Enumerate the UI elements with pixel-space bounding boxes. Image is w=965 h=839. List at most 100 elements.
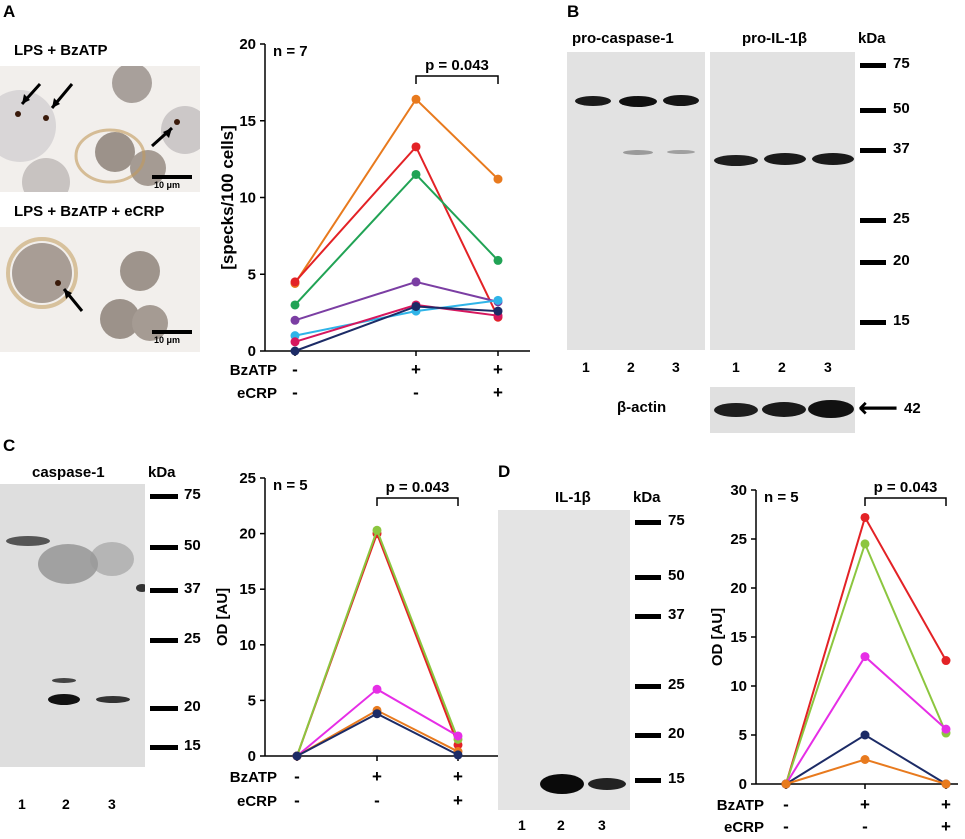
series-line-2 xyxy=(294,145,499,318)
band-lane-2 xyxy=(762,402,806,417)
data-point xyxy=(453,750,463,760)
p-value-label: p = 0.043 xyxy=(874,479,938,496)
marker-37 xyxy=(635,614,661,619)
marker-label-15: 15 xyxy=(893,312,910,329)
actin-arrow-icon: ⟵ xyxy=(858,392,899,423)
lane-b2-1: 1 xyxy=(732,359,740,375)
data-point xyxy=(860,755,870,764)
data-point xyxy=(411,277,421,287)
data-point xyxy=(860,730,870,740)
significance-bracket xyxy=(415,75,499,84)
data-point xyxy=(493,255,503,265)
condition-sign: - xyxy=(294,791,300,810)
y-tick-label: 15 xyxy=(239,581,256,598)
data-point xyxy=(941,724,951,734)
smear-lane-3 xyxy=(90,542,134,576)
panel-letter-c: C xyxy=(3,436,16,455)
panel-letter-d: D xyxy=(498,462,511,481)
condition-label: eCRP xyxy=(237,793,277,810)
y-tick-label: 5 xyxy=(739,727,747,744)
marker-50 xyxy=(635,575,661,580)
marker-label-25: 25 xyxy=(893,210,910,227)
kda-label-b: kDa xyxy=(858,30,886,47)
condition-label: BzATP xyxy=(230,362,277,379)
blot-b1-title: pro-caspase-1 xyxy=(572,30,674,47)
marker-25 xyxy=(860,218,886,223)
data-point xyxy=(860,539,870,549)
data-point xyxy=(411,142,421,152)
data-point xyxy=(290,346,300,356)
blot-pro-il-1b xyxy=(710,52,855,350)
data-point xyxy=(941,779,951,789)
band-lane-3 xyxy=(96,696,130,703)
lane-c-1: 1 xyxy=(18,796,26,812)
micrograph-cells-bottom xyxy=(6,237,192,341)
blot-pro-caspase-1 xyxy=(567,52,705,350)
blot-beta-actin xyxy=(710,387,855,433)
n-label: n = 7 xyxy=(273,43,308,60)
condition-sign: + xyxy=(493,383,503,402)
series-line-3 xyxy=(294,173,499,306)
data-point xyxy=(290,277,300,287)
y-tick-label: 10 xyxy=(239,637,256,654)
marker-75 xyxy=(635,520,661,525)
marker-label-50: 50 xyxy=(668,567,685,584)
series-line-3 xyxy=(296,688,459,757)
y-tick-label: 30 xyxy=(730,482,747,499)
blot-d-title: IL-1β xyxy=(555,489,591,506)
scalebar-label-bottom: 10 μm xyxy=(154,335,181,345)
marker-25 xyxy=(635,684,661,689)
actin-kda: 42 xyxy=(904,400,921,417)
lane-c-2: 2 xyxy=(62,796,70,812)
marker-label-20: 20 xyxy=(668,725,685,742)
image-bottom-label: LPS + BzATP + eCRP xyxy=(14,203,165,220)
band-lane-3 xyxy=(588,778,626,790)
band-lane-1 xyxy=(714,155,758,166)
condition-sign: + xyxy=(372,767,382,786)
y-tick-label: 20 xyxy=(730,580,747,597)
image-top-label: LPS + BzATP xyxy=(14,42,108,59)
n-label: n = 5 xyxy=(273,477,308,494)
data-point xyxy=(860,652,870,662)
lane-b1-3: 3 xyxy=(672,359,680,375)
marker-50 xyxy=(860,108,886,113)
data-point xyxy=(292,751,302,761)
band-lane-2 xyxy=(619,96,657,107)
y-tick-label: 15 xyxy=(730,629,747,646)
data-point xyxy=(493,174,503,184)
actin-label: β-actin xyxy=(617,399,667,416)
data-point xyxy=(372,709,382,719)
smear-lane-1 xyxy=(6,536,50,546)
marker-label-75: 75 xyxy=(668,512,685,529)
panel-letter-a: A xyxy=(3,2,16,21)
marker-15 xyxy=(635,778,661,783)
blot-il-1b xyxy=(498,510,630,810)
marker-15 xyxy=(150,745,178,750)
data-point xyxy=(290,337,300,347)
chart-a-specks: 0 5 10 15 20 [specks/100 cells] n = 7 p = 0.043… xyxy=(218,36,530,402)
y-axis-label: OD [AU] xyxy=(214,588,231,646)
condition-sign: + xyxy=(941,795,951,814)
condition-sign: - xyxy=(292,360,298,379)
condition-sign: + xyxy=(453,767,463,786)
chart-d-od: 0 5 10 15 20 25 30 OD [AU] n = 5 p = 0.043 BzATP - +… xyxy=(709,479,958,836)
p-value-label: p = 0.043 xyxy=(386,479,450,496)
blot-caspase-1 xyxy=(0,484,145,767)
lane-b2-2: 2 xyxy=(778,359,786,375)
condition-sign: - xyxy=(292,383,298,402)
y-tick-label: 20 xyxy=(239,36,256,53)
marker-37 xyxy=(860,148,886,153)
condition-sign: - xyxy=(783,817,789,836)
y-axis-label: OD [AU] xyxy=(709,608,726,666)
condition-label: BzATP xyxy=(717,797,764,814)
data-point xyxy=(941,656,951,666)
y-tick-label: 5 xyxy=(248,266,256,283)
panel-letter-b: B xyxy=(567,2,580,21)
marker-label-50: 50 xyxy=(893,100,910,117)
condition-sign: + xyxy=(860,795,870,814)
band-lane-2 xyxy=(764,153,806,165)
smear-lane-2 xyxy=(38,544,98,584)
data-point xyxy=(781,779,791,789)
edge-spot xyxy=(136,584,145,592)
